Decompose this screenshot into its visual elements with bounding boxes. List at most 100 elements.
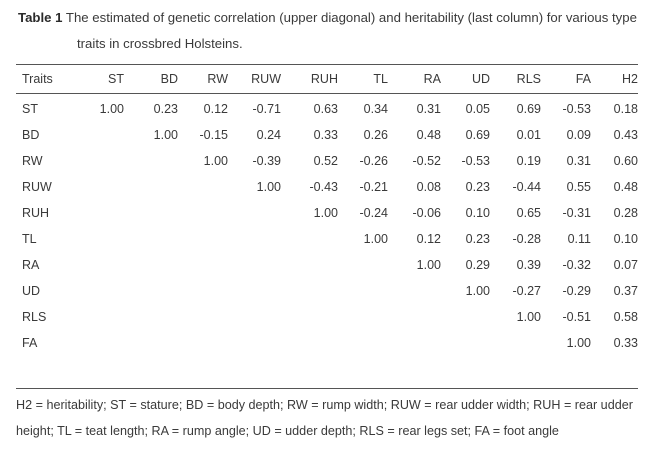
- column-header: RA: [423, 72, 441, 86]
- table-cell: [441, 304, 490, 330]
- table-cell: -0.27: [512, 284, 542, 298]
- caption-text-line2: traits in crossbred Holsteins.: [77, 36, 243, 51]
- table-cell: -0.32: [562, 258, 592, 272]
- table-cell: 0.19: [516, 154, 541, 168]
- column-header: TL: [373, 72, 388, 86]
- table-cell: 0.55: [566, 180, 591, 194]
- table-cell: [124, 200, 178, 226]
- table-cell: -0.53: [461, 154, 491, 168]
- table-cell: -0.31: [562, 206, 592, 220]
- column-header: H2: [622, 72, 638, 86]
- row-trait-label: ST: [22, 102, 38, 116]
- table-cell: -0.52: [412, 154, 442, 168]
- table-cell: -0.28: [512, 232, 542, 246]
- table-row: RUH 1.00 -0.24 -0.06 0.10 0.65 -0.31 0.28: [16, 200, 638, 226]
- column-header: BD: [160, 72, 178, 86]
- row-trait-label: RA: [22, 258, 40, 272]
- row-trait-label: TL: [22, 232, 37, 246]
- table-caption: Table 1 The estimated of genetic correla…: [18, 5, 638, 57]
- table-cell: [338, 278, 388, 304]
- table-cell: [338, 330, 388, 356]
- table-cell: 0.09: [566, 128, 591, 142]
- table-cell: -0.53: [562, 102, 592, 116]
- table-cell: [72, 252, 124, 278]
- table-cell: 0.65: [516, 206, 541, 220]
- table-cell: [388, 278, 441, 304]
- table-cell: 1.00: [566, 336, 591, 350]
- table-cell: 0.05: [465, 102, 490, 116]
- table-cell: -0.21: [359, 180, 389, 194]
- table-footnote: H2 = heritability; ST = stature; BD = bo…: [16, 392, 646, 444]
- table-cell: 0.10: [613, 232, 638, 246]
- table-cell: -0.39: [252, 154, 282, 168]
- column-header: Traits: [22, 72, 53, 86]
- table-cell: 0.48: [613, 180, 638, 194]
- table-cell: 0.23: [465, 180, 490, 194]
- table-cell: [72, 330, 124, 356]
- table-cell: 0.34: [363, 102, 388, 116]
- table-cell: [228, 330, 281, 356]
- header-row: Traits ST BD RW RUW RUH TL RA UD RLS FA H2: [16, 66, 638, 92]
- column-header: RUH: [310, 72, 338, 86]
- table-cell: 1.00: [313, 206, 338, 220]
- table-row: UD 1.00 -0.27 -0.29 0.37: [16, 278, 638, 304]
- table-cell: 0.11: [567, 232, 591, 246]
- table-cell: [228, 200, 281, 226]
- table-cell: 1.00: [256, 180, 281, 194]
- table-cell: [72, 174, 124, 200]
- table-cell: 0.29: [465, 258, 490, 272]
- table-cell: [124, 304, 178, 330]
- table-cell: [338, 252, 388, 278]
- table-cell: [72, 304, 124, 330]
- table-cell: 0.28: [613, 206, 638, 220]
- table-cell: 0.58: [613, 310, 638, 324]
- table-cell: 0.33: [613, 336, 638, 350]
- table-cell: [178, 200, 228, 226]
- table-cell: 0.23: [153, 102, 178, 116]
- table-cell: 0.12: [416, 232, 441, 246]
- table-cell: 1.00: [516, 310, 541, 324]
- table-cell: [490, 330, 541, 356]
- caption-text-line1: The estimated of genetic correlation (up…: [65, 10, 637, 25]
- column-header: UD: [471, 72, 490, 86]
- caption-label: Table 1: [18, 10, 63, 25]
- table-cell: 0.23: [465, 232, 490, 246]
- table-cell: [281, 252, 338, 278]
- table-cell: [228, 252, 281, 278]
- row-trait-label: RLS: [22, 310, 47, 324]
- table-cell: 1.00: [203, 154, 228, 168]
- table-cell: [178, 252, 228, 278]
- table-cell: 1.00: [416, 258, 441, 272]
- table-cell: 0.18: [613, 102, 638, 116]
- table-cell: [178, 278, 228, 304]
- table-cell: [388, 330, 441, 356]
- table-row: RLS 1.00 -0.51 0.58: [16, 304, 638, 330]
- table-cell: [124, 252, 178, 278]
- table-cell: [338, 304, 388, 330]
- row-trait-label: RUH: [22, 206, 50, 220]
- table-cell: [72, 200, 124, 226]
- table-row: RW 1.00 -0.39 0.52 -0.26 -0.52 -0.53 0.19 0.31 0.…: [16, 148, 638, 174]
- table-cell: 1.00: [153, 128, 178, 142]
- column-header: FA: [575, 72, 591, 86]
- table-cell: 0.48: [416, 128, 441, 142]
- table-cell: [72, 148, 124, 174]
- table-cell: 0.12: [203, 102, 228, 116]
- table-cell: 0.63: [313, 102, 338, 116]
- table-cell: [124, 330, 178, 356]
- table-cell: [178, 174, 228, 200]
- table-cell: 0.31: [416, 102, 441, 116]
- table-cell: [72, 122, 124, 148]
- table-body: ST 1.00 0.23 0.12 -0.71 0.63 0.34 0.31 0.05 0.69 -…: [16, 92, 638, 356]
- table-cell: [281, 278, 338, 304]
- table-cell: 0.07: [613, 258, 638, 272]
- table-row: TL 1.00 0.12 0.23 -0.28 0.11 0.10: [16, 226, 638, 252]
- table-cell: -0.24: [359, 206, 389, 220]
- table-cell: 1.00: [363, 232, 388, 246]
- table-cell: [178, 330, 228, 356]
- correlation-table: Traits ST BD RW RUW RUH TL RA UD RLS FA H2 ST 1.00 0.…: [16, 66, 638, 356]
- table-cell: 0.01: [516, 128, 541, 142]
- row-trait-label: UD: [22, 284, 41, 298]
- table-cell: 0.26: [363, 128, 388, 142]
- table-cell: 0.31: [566, 154, 591, 168]
